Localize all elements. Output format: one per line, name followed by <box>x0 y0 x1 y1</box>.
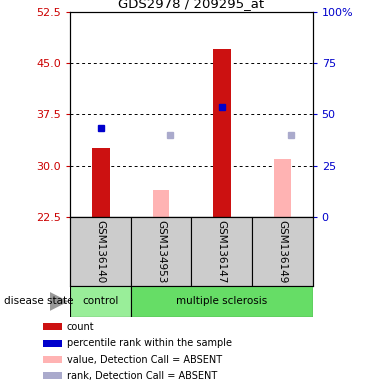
Polygon shape <box>50 292 68 311</box>
Text: GSM136140: GSM136140 <box>95 220 105 283</box>
Bar <box>131 217 192 286</box>
Bar <box>192 217 252 286</box>
Text: multiple sclerosis: multiple sclerosis <box>176 296 268 306</box>
Bar <box>43 356 62 363</box>
Bar <box>70 286 131 317</box>
Bar <box>91 149 110 217</box>
Bar <box>252 217 313 286</box>
Text: GSM136147: GSM136147 <box>217 220 227 283</box>
Bar <box>43 372 62 379</box>
Text: GSM134953: GSM134953 <box>156 220 166 283</box>
Text: control: control <box>83 296 119 306</box>
Text: rank, Detection Call = ABSENT: rank, Detection Call = ABSENT <box>67 371 217 381</box>
Text: percentile rank within the sample: percentile rank within the sample <box>67 338 232 348</box>
Bar <box>70 217 131 286</box>
Bar <box>43 339 62 347</box>
Bar <box>153 190 169 217</box>
Title: GDS2978 / 209295_at: GDS2978 / 209295_at <box>118 0 265 10</box>
Text: GSM136149: GSM136149 <box>278 220 287 283</box>
Text: value, Detection Call = ABSENT: value, Detection Call = ABSENT <box>67 354 222 364</box>
Bar <box>43 323 62 331</box>
Bar <box>213 49 231 217</box>
Bar <box>131 286 313 317</box>
Bar <box>274 159 290 217</box>
Text: count: count <box>67 322 94 332</box>
Text: disease state: disease state <box>4 296 73 306</box>
